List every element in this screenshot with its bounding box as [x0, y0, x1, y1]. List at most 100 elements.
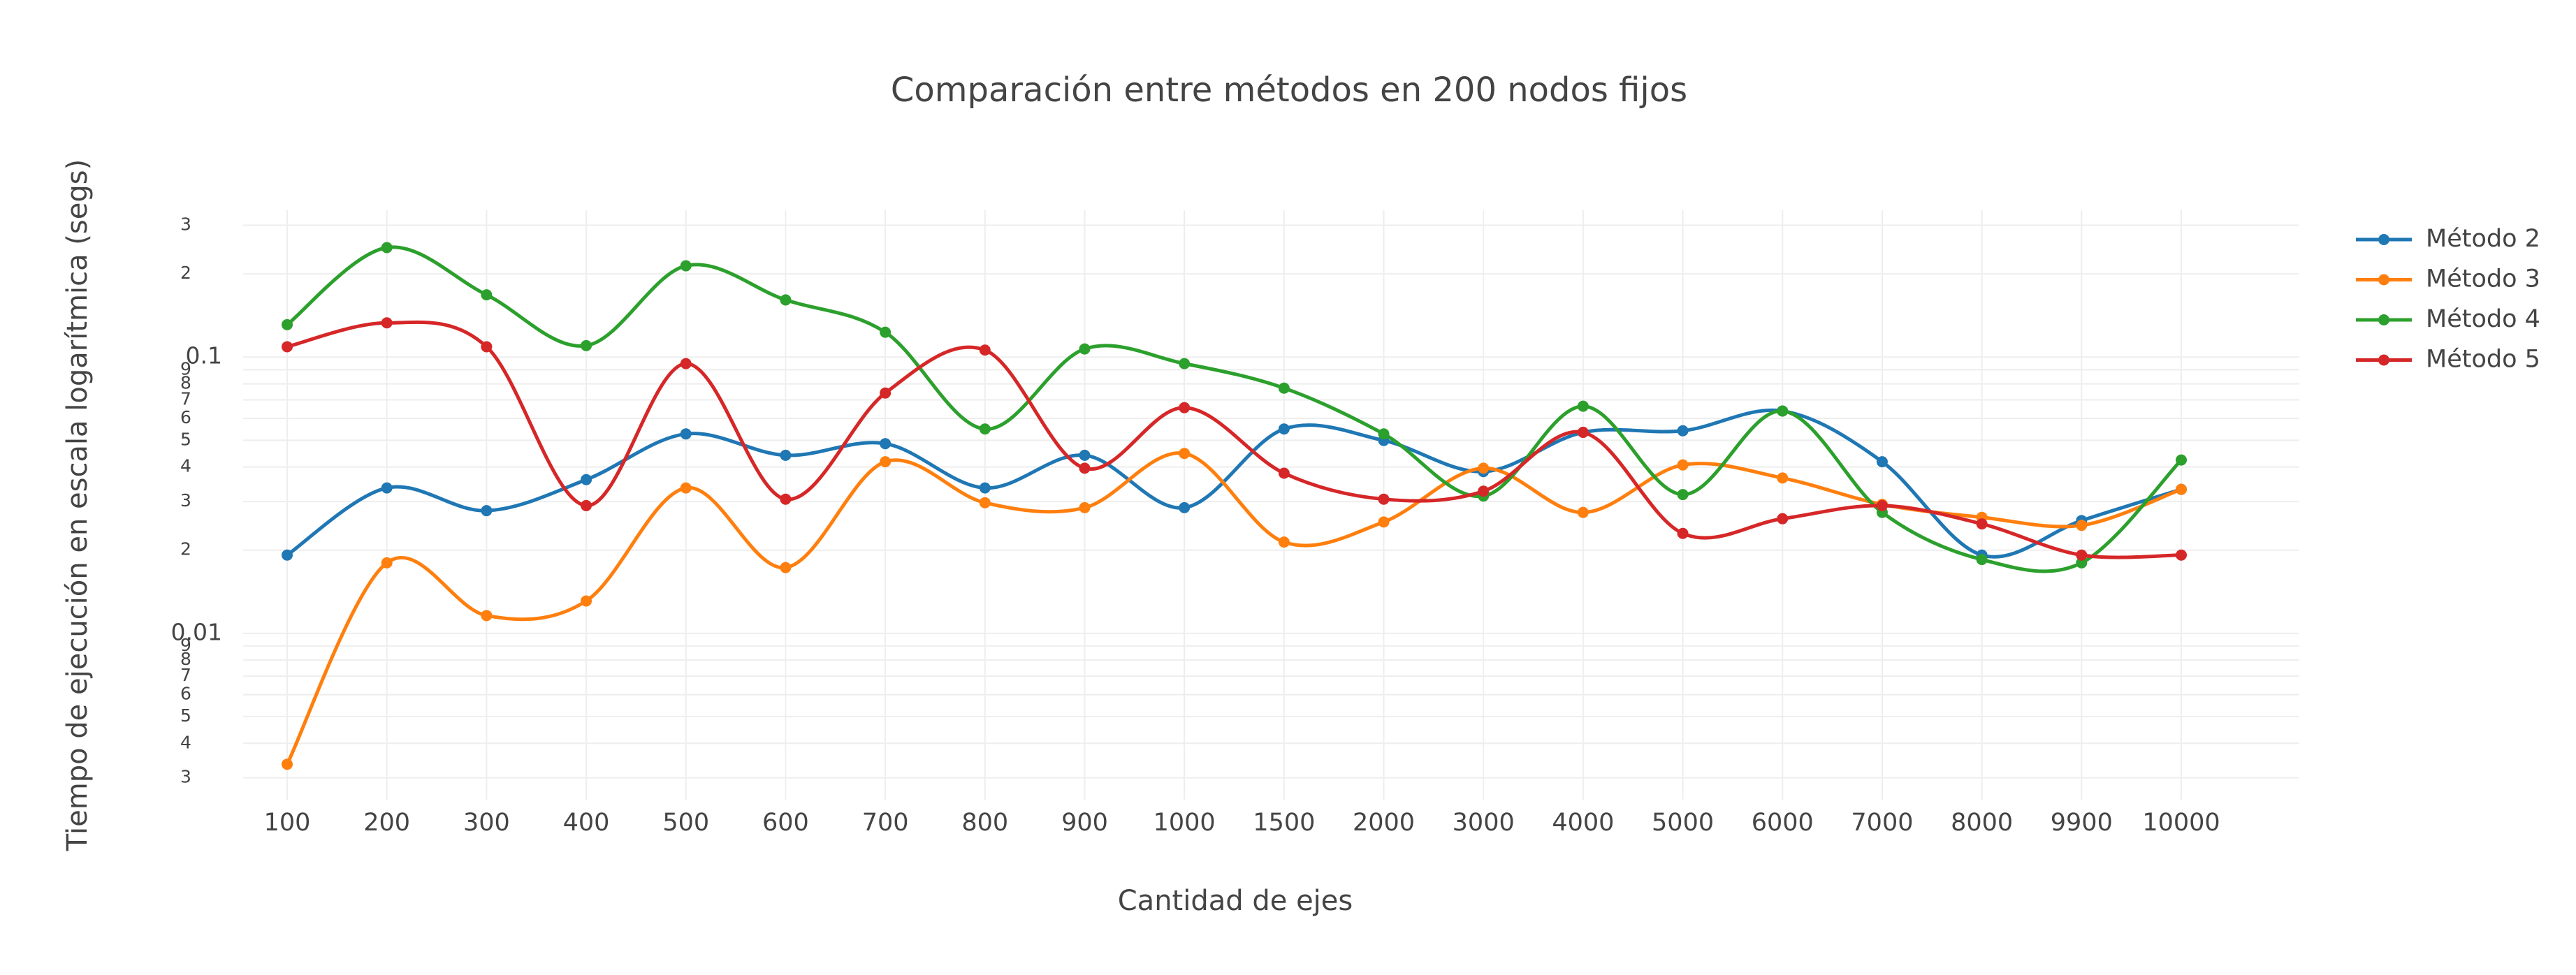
y-tick-label: 6: [180, 407, 191, 427]
data-point: [481, 289, 493, 301]
data-point: [1278, 382, 1290, 394]
data-point: [1577, 506, 1589, 518]
data-point: [1677, 459, 1689, 471]
data-point: [1278, 536, 1290, 548]
data-point: [680, 482, 692, 494]
y-tick-label: 8: [180, 649, 191, 669]
data-point: [1079, 449, 1091, 461]
data-point: [979, 423, 991, 435]
series-line: [286, 408, 2182, 559]
x-tick-label: 4000: [1552, 809, 1614, 837]
data-point: [1378, 516, 1390, 528]
x-tick-label: 900: [1061, 809, 1108, 837]
data-point: [481, 610, 493, 622]
y-tick-label: 0.1: [186, 342, 222, 369]
y-tick-label: 8: [180, 373, 191, 393]
x-tick-label: 100: [264, 809, 311, 837]
x-tick-label: 1500: [1253, 809, 1315, 837]
data-point: [1278, 423, 1290, 435]
data-point: [1478, 462, 1490, 474]
chart-title: Comparación entre métodos en 200 nodos f…: [891, 71, 1687, 110]
data-point: [581, 595, 592, 607]
series-line: [285, 451, 2182, 765]
y-tick-label: 0.01: [171, 618, 222, 645]
data-point: [481, 505, 493, 517]
data-point: [680, 428, 692, 440]
data-point: [381, 557, 393, 569]
y-tick-label: 3: [180, 214, 191, 235]
data-point: [780, 294, 792, 306]
data-point: [1777, 513, 1789, 525]
data-point: [581, 474, 592, 485]
data-point: [1478, 485, 1490, 497]
y-tick-label: 7: [180, 389, 191, 409]
x-tick-label: 7000: [1851, 809, 1913, 837]
data-point: [381, 317, 393, 329]
data-point: [780, 449, 792, 461]
data-point: [880, 438, 892, 450]
data-point: [2076, 549, 2088, 561]
data-point: [880, 456, 892, 468]
data-point: [1777, 405, 1789, 417]
legend-label: Método 3: [2426, 265, 2540, 293]
data-point: [1179, 402, 1191, 413]
data-point: [1876, 456, 1888, 468]
data-point: [880, 387, 892, 399]
data-point: [581, 339, 592, 351]
data-point: [282, 549, 293, 561]
legend-marker: [2378, 354, 2389, 366]
data-point: [1378, 493, 1390, 505]
data-point: [381, 242, 393, 254]
legend-marker: [2378, 314, 2389, 325]
x-tick-label: 600: [762, 809, 809, 837]
x-tick-label: 8000: [1951, 809, 2013, 837]
data-point: [1876, 499, 1888, 511]
legend-marker: [2378, 274, 2389, 286]
data-point: [1577, 400, 1589, 412]
legend-label: Método 4: [2426, 305, 2540, 333]
y-tick-label: 3: [180, 767, 191, 787]
data-point: [2176, 549, 2187, 561]
x-tick-label: 10000: [2142, 809, 2220, 837]
x-tick-label: 400: [563, 809, 610, 837]
data-point: [1777, 472, 1789, 484]
x-tick-label: 6000: [1752, 809, 1814, 837]
data-point: [979, 497, 991, 508]
data-point: [979, 344, 991, 356]
y-tick-label: 9: [180, 358, 191, 379]
y-tick-label: 7: [180, 665, 191, 685]
data-point: [381, 482, 393, 494]
x-tick-label: 700: [862, 809, 909, 837]
y-tick-label: 5: [180, 429, 191, 449]
x-tick-label: 2000: [1353, 809, 1415, 837]
data-point: [780, 493, 792, 505]
x-tick-label: 9900: [2051, 809, 2113, 837]
series-line: [286, 320, 2182, 559]
y-tick-label: 5: [180, 705, 191, 726]
data-point: [880, 326, 892, 338]
data-point: [481, 341, 493, 353]
data-point: [282, 341, 293, 353]
data-point: [1976, 554, 1988, 566]
grid: [243, 210, 2299, 800]
data-point: [1179, 501, 1191, 513]
data-point: [1976, 518, 1988, 530]
data-point: [680, 260, 692, 272]
y-tick-label: 4: [180, 732, 191, 752]
y-tick-label: 4: [180, 456, 191, 476]
x-tick-label: 800: [961, 809, 1008, 837]
data-point: [1577, 427, 1589, 439]
data-point: [581, 499, 592, 511]
data-point: [1378, 428, 1390, 440]
x-tick-label: 1000: [1154, 809, 1216, 837]
data-point: [680, 358, 692, 369]
y-tick-label: 9: [180, 635, 191, 655]
y-tick-label: 6: [180, 684, 191, 704]
x-tick-label: 500: [662, 809, 709, 837]
data-point: [1278, 467, 1290, 479]
legend-label: Método 5: [2426, 346, 2540, 374]
x-tick-label: 3000: [1453, 809, 1515, 837]
x-axis-title: Cantidad de ejes: [1118, 885, 1353, 917]
data-point: [1079, 462, 1091, 474]
